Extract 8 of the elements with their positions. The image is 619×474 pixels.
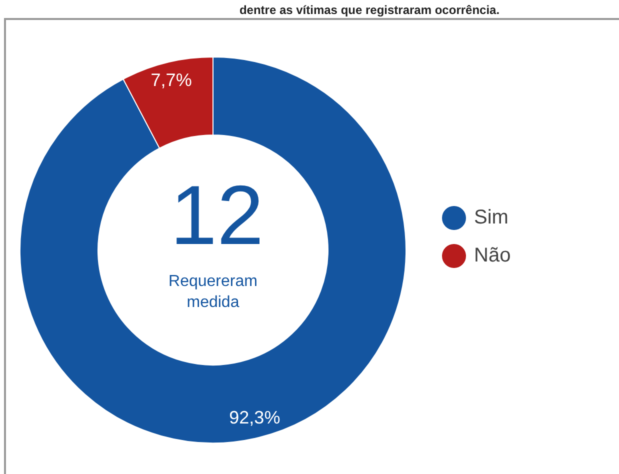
legend-label: Sim xyxy=(474,206,508,228)
data-label: 92,3% xyxy=(229,408,280,428)
data-label: 7,7% xyxy=(150,70,192,90)
text: Requereram medida xyxy=(168,273,258,311)
legend-label: Não xyxy=(474,244,511,266)
chart-title: dentre as vítimas que registraram ocorrência. xyxy=(239,2,500,17)
donut-slice xyxy=(20,56,406,444)
text: 12 xyxy=(170,168,264,262)
